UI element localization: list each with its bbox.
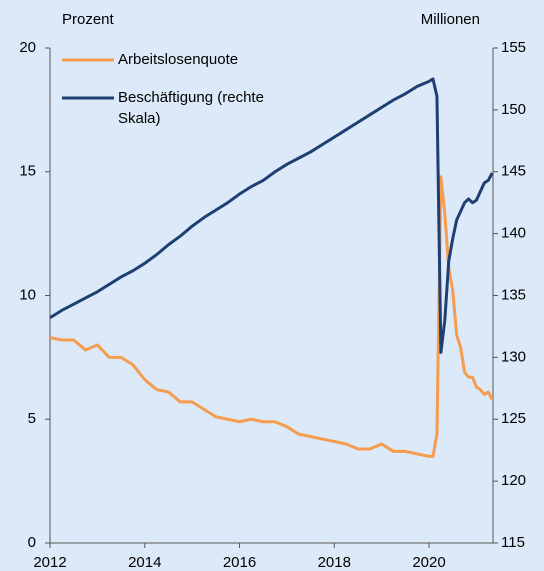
y-tick-label: 15 xyxy=(19,163,36,180)
y2-axis-label: Millionen xyxy=(421,11,480,28)
y-tick-label: 20 xyxy=(19,39,36,56)
legend-label: Arbeitslosenquote xyxy=(118,51,239,68)
y2-tick-label: 130 xyxy=(501,348,526,365)
y2-tick-label: 155 xyxy=(501,39,526,56)
series-line xyxy=(49,175,494,458)
y2-tick-label: 145 xyxy=(501,163,526,180)
y2-tick-label: 140 xyxy=(501,225,526,242)
legend-label: Beschäftigung (rechte Skala) xyxy=(118,89,264,127)
y2-tick-label: 125 xyxy=(501,410,526,427)
y2-tick-label: 135 xyxy=(501,286,526,303)
y2-tick-label: 150 xyxy=(501,101,526,118)
x-tick-label: 2020 xyxy=(412,554,445,571)
series-line xyxy=(49,77,494,354)
x-tick-label: 2012 xyxy=(33,554,66,571)
y2-tick-label: 120 xyxy=(501,472,526,489)
y-tick-label: 10 xyxy=(19,286,36,303)
y-tick-label: 0 xyxy=(28,534,36,551)
x-tick-label: 2016 xyxy=(223,554,256,571)
x-tick-label: 2018 xyxy=(318,554,351,571)
y-tick-label: 5 xyxy=(28,410,36,427)
y-axis-label: Prozent xyxy=(62,11,115,28)
y2-tick-label: 115 xyxy=(501,534,525,551)
x-tick-label: 2014 xyxy=(128,554,161,571)
